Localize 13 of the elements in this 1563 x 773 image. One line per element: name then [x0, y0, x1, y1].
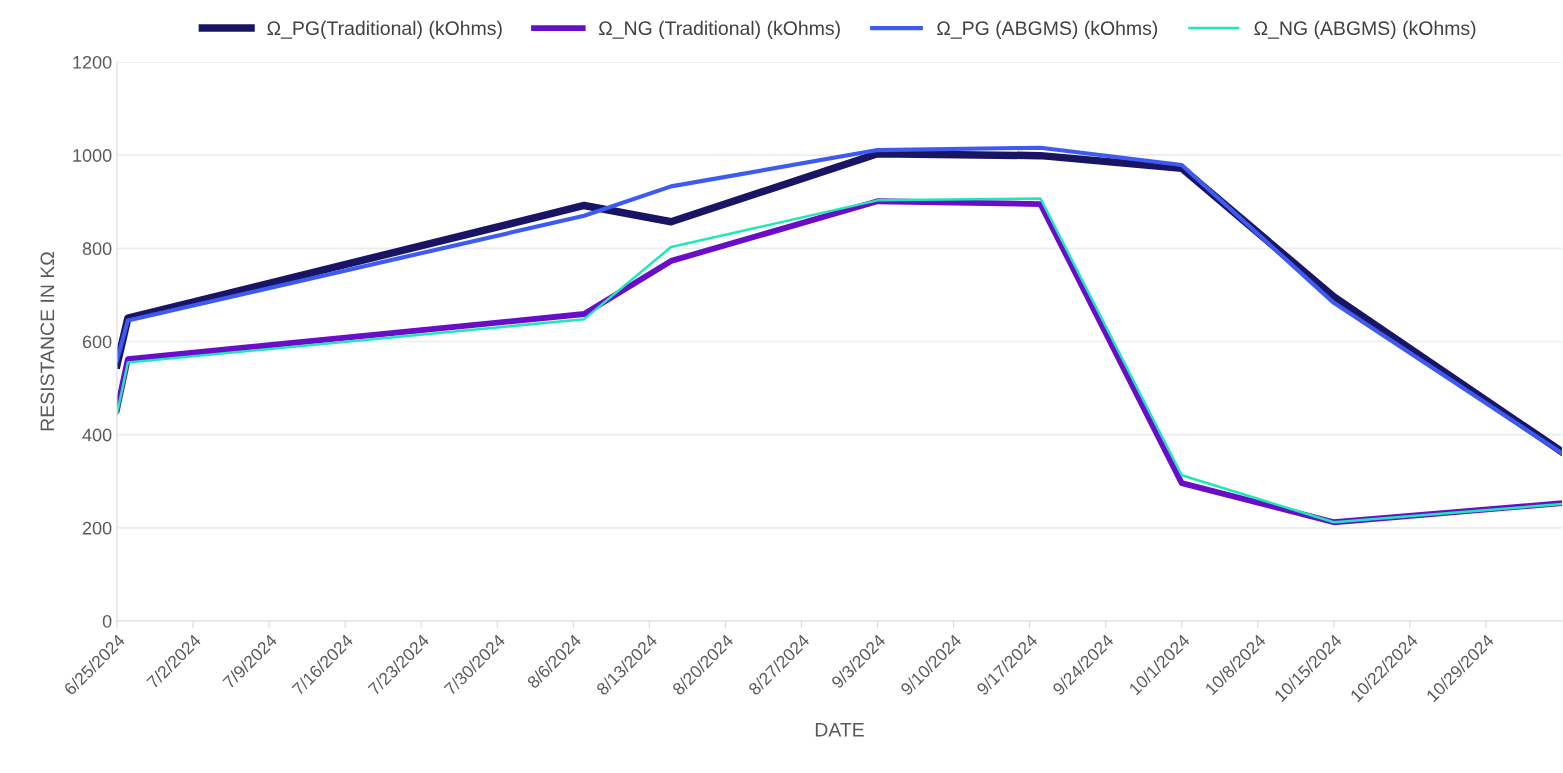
y-tick-label: 200 — [82, 521, 112, 535]
y-tick-label: 0 — [102, 614, 112, 628]
y-tick-label: 1200 — [73, 55, 112, 69]
y-tick-label: 1000 — [73, 149, 112, 162]
y-tick-label: 600 — [82, 335, 112, 349]
y-tick-label: 800 — [82, 242, 112, 256]
legend-label: Ω_PG (ABGMS) (kOhms) — [937, 20, 1158, 39]
y-axis-title: RESISTANCE IN KΩ — [40, 252, 55, 431]
legend-label: Ω_NG (Traditional) (kOhms) — [599, 20, 840, 39]
legend-label: Ω_PG(Traditional) (kOhms) — [267, 20, 502, 39]
x-axis-title: DATE — [815, 723, 864, 737]
y-tick-label: 400 — [82, 428, 112, 442]
legend-label: Ω_NG (ABGMS) (kOhms) — [1254, 20, 1476, 39]
